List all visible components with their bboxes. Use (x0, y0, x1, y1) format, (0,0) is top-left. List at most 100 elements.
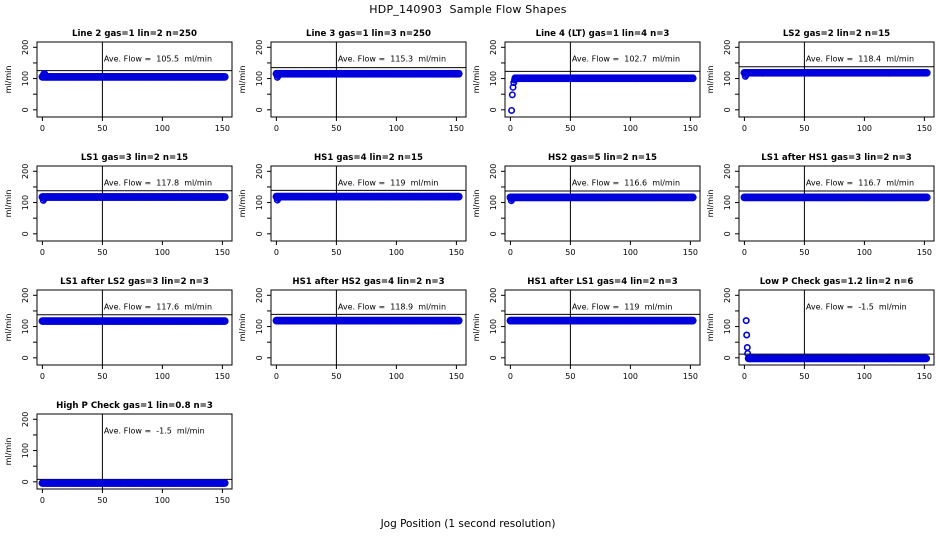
plot-frame (738, 289, 935, 366)
y-axis-title: ml/min (4, 438, 13, 466)
x-axis: 0 50 100 150 (274, 241, 464, 257)
transient-point (742, 317, 750, 325)
y-tick-label: 0 (489, 231, 498, 236)
panel-title: High P Check gas=1 lin=0.8 n=3 (56, 401, 213, 411)
panel-title: LS1 after HS1 gas=3 lin=2 n=3 (761, 153, 911, 163)
y-tick-label: 0 (21, 107, 30, 112)
x-tick-label: 100 (623, 248, 638, 257)
flow-point (922, 193, 931, 202)
y-axis-title: ml/min (4, 190, 13, 218)
subplot-hs2-gas-5-lin-2-n-15: HS2 gas=5 lin=2 n=15 0 100 200 ml/min 0 50 100 1… (468, 144, 702, 268)
flow-point (454, 316, 463, 325)
ave-flow-label: Ave. Flow = 117.8 ml/min (104, 179, 212, 188)
flow-point (688, 316, 697, 325)
transient-point (274, 194, 282, 202)
flow-panel-svg: Line 2 gas=1 lin=2 n=250 0 100 200 ml/min 0 50… (4, 29, 233, 133)
x-tick-label: 100 (857, 372, 872, 381)
x-tick-label: 0 (40, 124, 45, 133)
plot-frame (504, 41, 701, 118)
y-tick-label: 100 (489, 195, 498, 210)
x-tick-label: 150 (917, 372, 932, 381)
y-tick-label: 100 (21, 443, 30, 458)
ave-flow-label: Ave. Flow = 105.5 ml/min (104, 55, 212, 64)
y-tick-label: 100 (21, 319, 30, 334)
x-axis: 0 50 100 150 (508, 241, 698, 257)
x-tick-label: 100 (155, 372, 170, 381)
x-tick-label: 150 (683, 124, 698, 133)
flow-panel-svg: LS1 after HS1 gas=3 lin=2 n=3 0 100 200 ml/m… (706, 153, 935, 257)
panel-title: Low P Check gas=1.2 lin=2 n=6 (760, 277, 914, 287)
transient-point (743, 331, 751, 339)
y-axis-title: ml/min (238, 314, 247, 342)
y-tick-label: 200 (723, 40, 732, 55)
y-axis-title: ml/min (706, 190, 715, 218)
x-tick-label: 100 (155, 248, 170, 257)
panel-title: HS1 after LS1 gas=4 lin=2 n=3 (527, 277, 677, 287)
flow-point (220, 317, 229, 325)
panel-title: LS2 gas=2 lin=2 n=15 (783, 29, 890, 39)
x-axis: 0 50 100 150 (742, 365, 932, 381)
x-tick-label: 0 (274, 248, 279, 257)
y-axis: 0 100 200 ml/min (238, 40, 271, 112)
flow-data-band (740, 193, 931, 202)
x-tick-label: 50 (331, 124, 341, 133)
panel-title: HS1 after HS2 gas=4 lin=2 n=3 (292, 277, 444, 287)
plot-frame (738, 165, 935, 242)
y-axis: 0 100 200 ml/min (706, 40, 739, 112)
plot-frame (270, 289, 467, 366)
plot-frame (36, 413, 233, 490)
plot-frame (36, 289, 233, 366)
transient-point (742, 71, 750, 79)
panel-title: LS1 gas=3 lin=2 n=15 (81, 153, 188, 163)
y-tick-label: 0 (21, 231, 30, 236)
y-axis-title: ml/min (238, 66, 247, 94)
ave-flow-label: Ave. Flow = 118.4 ml/min (806, 55, 914, 64)
panel-title: HS1 gas=4 lin=2 n=15 (314, 153, 423, 163)
y-tick-label: 0 (21, 479, 30, 484)
y-axis-title: ml/min (472, 314, 481, 342)
x-tick-label: 150 (683, 248, 698, 257)
flow-point (454, 69, 463, 78)
y-axis: 0 100 200 ml/min (4, 164, 37, 236)
startup-transient-points (508, 76, 519, 114)
x-tick-label: 0 (742, 248, 747, 257)
y-tick-label: 0 (723, 107, 732, 112)
panel-title: HS2 gas=5 lin=2 n=15 (548, 153, 657, 163)
x-tick-label: 0 (742, 372, 747, 381)
flow-data-band (272, 192, 463, 201)
startup-transient-points (39, 70, 50, 79)
y-tick-label: 100 (723, 195, 732, 210)
x-tick-label: 150 (917, 124, 932, 133)
x-tick-label: 100 (389, 248, 404, 257)
x-axis: 0 50 100 150 (40, 117, 230, 133)
flow-point (220, 479, 229, 487)
flow-panel-svg: LS1 gas=3 lin=2 n=15 0 100 200 ml/min 0 50 100 1… (4, 153, 233, 257)
y-tick-label: 100 (255, 195, 264, 210)
x-tick-label: 150 (215, 248, 230, 257)
x-axis: 0 50 100 150 (742, 241, 932, 257)
flow-data-band (740, 68, 931, 77)
subplot-high-p-check-gas-1-lin-0-8-n-3: High P Check gas=1 lin=0.8 n=3 0 100 200 ml/… (0, 392, 234, 516)
y-axis-title: ml/min (472, 190, 481, 218)
flow-data-band (506, 193, 697, 202)
y-tick-label: 200 (489, 40, 498, 55)
subplot-ls2-gas-2-lin-2-n-15: LS2 gas=2 lin=2 n=15 0 100 200 ml/min 0 50 100 1… (702, 20, 936, 144)
flow-point (688, 193, 697, 202)
panel-title: Line 2 gas=1 lin=2 n=250 (72, 29, 197, 39)
y-tick-label: 100 (21, 71, 30, 86)
flow-point (922, 68, 931, 77)
x-tick-label: 50 (97, 248, 107, 257)
y-axis-title: ml/min (4, 66, 13, 94)
y-tick-label: 200 (255, 288, 264, 303)
flow-point (220, 72, 229, 81)
flow-panel-svg: HS1 after HS2 gas=4 lin=2 n=3 0 100 200 ml/m… (238, 277, 467, 381)
flow-panel-svg: HS2 gas=5 lin=2 n=15 0 100 200 ml/min 0 50 100 1… (472, 153, 701, 257)
flow-panel-svg: Line 4 (LT) gas=1 lin=4 n=3 0 100 200 ml/min… (472, 29, 701, 133)
transient-point (274, 72, 282, 80)
x-tick-label: 0 (742, 124, 747, 133)
y-tick-label: 200 (255, 40, 264, 55)
flow-point (220, 193, 229, 201)
panel-title: LS1 after LS2 gas=3 lin=2 n=3 (60, 277, 209, 287)
y-tick-label: 200 (21, 288, 30, 303)
